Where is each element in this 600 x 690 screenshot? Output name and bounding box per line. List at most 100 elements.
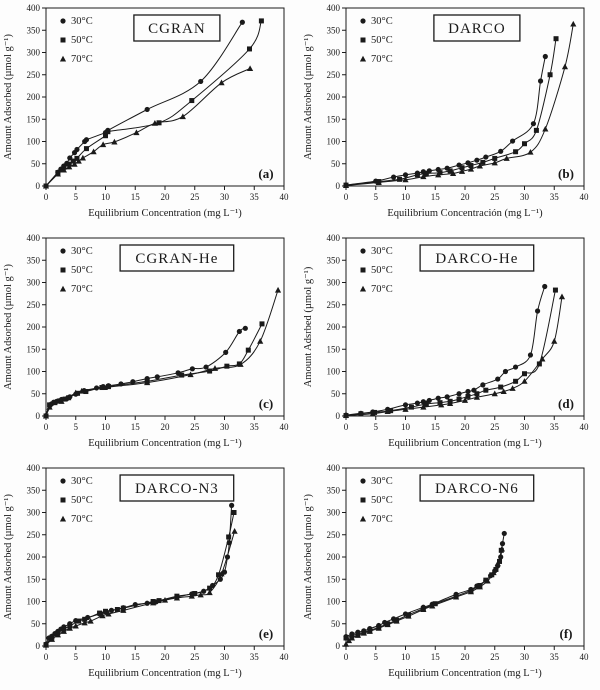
y-tick-label: 250	[327, 530, 341, 540]
y-tick-label: 250	[27, 300, 41, 310]
y-tick-label: 200	[27, 552, 41, 562]
panel-title: DARCO-N6	[435, 481, 519, 497]
legend-label-30°C: 30°C	[71, 16, 93, 27]
y-tick-label: 400	[327, 463, 341, 473]
y-tick-label: 400	[327, 3, 341, 13]
x-tick-label: 35	[550, 192, 560, 202]
x-tick-label: 10	[401, 652, 411, 662]
x-tick-label: 25	[190, 192, 200, 202]
x-tick-label: 40	[580, 192, 590, 202]
y-tick-label: 350	[27, 25, 41, 35]
series-curve-30°C	[45, 327, 246, 416]
x-tick-label: 40	[580, 422, 590, 432]
y-tick-label: 50	[331, 159, 341, 169]
y-axis-label: Amount Adsorbed (µmol g⁻¹)	[3, 264, 14, 390]
series-curve-50°C	[345, 550, 502, 639]
x-tick-label: 10	[401, 192, 411, 202]
legend-label-70°C: 70°C	[371, 514, 393, 525]
panel-letter: (c)	[259, 396, 273, 411]
y-tick-label: 150	[327, 114, 341, 124]
series-curve-70°C	[345, 23, 574, 187]
x-tick-label: 30	[520, 422, 530, 432]
legend-label-30°C: 30°C	[71, 246, 93, 257]
y-tick-label: 150	[27, 574, 41, 584]
chart-e: 0 5 10 15 20 25 30 35 40 0 50 100 150 200 250 300 350 400…	[0, 460, 300, 690]
x-tick-label: 25	[490, 192, 500, 202]
y-tick-label: 350	[27, 485, 41, 495]
chart-canvas-b: 0 5 10 15 20 25 30 35 40050100150200250300350400…	[303, 3, 590, 219]
x-tick-label: 30	[520, 652, 530, 662]
y-tick-label: 200	[27, 92, 41, 102]
y-tick-label: 150	[27, 344, 41, 354]
series-curve-50°C	[345, 38, 557, 186]
x-tick-label: 20	[461, 192, 471, 202]
chart-f: 0 5 10 15 20 25 30 35 40 0 50 100 150 200 250 300 350 400…	[300, 460, 600, 690]
x-tick-label: 40	[580, 652, 590, 662]
x-tick-label: 15	[131, 192, 141, 202]
y-axis-label: Amount Adsorbed (µmol g⁻¹)	[303, 494, 314, 620]
y-tick-label: 0	[336, 641, 341, 651]
y-tick-label: 300	[327, 48, 341, 58]
legend-label-30°C: 30°C	[371, 16, 393, 27]
panel-c: 0 5 10 15 20 25 30 35 40 0 50 100 150 200 250 300 350 400…	[0, 230, 300, 460]
panel-letter: (b)	[558, 166, 574, 181]
x-tick-label: 20	[461, 652, 471, 662]
x-tick-label: 15	[131, 422, 141, 432]
y-tick-label: 0	[336, 411, 341, 421]
x-tick-label: 35	[550, 652, 560, 662]
x-tick-label: 10	[401, 422, 411, 432]
x-tick-label: 25	[490, 422, 500, 432]
y-tick-label: 50	[331, 389, 341, 399]
panel-a: 0 5 10 15 20 25 30 35 40 0 50 100 150 200 250 300 350 400…	[0, 0, 300, 230]
y-tick-label: 50	[31, 159, 41, 169]
y-tick-label: 300	[27, 278, 41, 288]
y-tick-label: 200	[327, 552, 341, 562]
y-tick-label: 100	[327, 137, 341, 147]
x-tick-label: 10	[101, 192, 111, 202]
y-tick-label: 250	[327, 70, 341, 80]
title-box	[433, 14, 521, 42]
x-tick-label: 0	[344, 192, 349, 202]
legend-label-70°C: 70°C	[71, 514, 93, 525]
y-tick-label: 150	[27, 114, 41, 124]
x-tick-label: 20	[161, 422, 171, 432]
y-tick-label: 300	[27, 508, 41, 518]
legend-label-30°C: 30°C	[71, 476, 93, 487]
legend-label-50°C: 50°C	[71, 265, 93, 276]
legend-label-70°C: 70°C	[371, 54, 393, 65]
x-tick-label: 25	[190, 422, 200, 432]
legend-label-50°C: 50°C	[71, 35, 93, 46]
series-curve-70°C	[345, 296, 563, 417]
x-tick-label: 20	[461, 422, 471, 432]
y-tick-label: 50	[31, 619, 41, 629]
x-tick-label: 40	[280, 652, 290, 662]
y-tick-label: 100	[327, 367, 341, 377]
y-tick-label: 200	[27, 322, 41, 332]
panel-title: CGRAN-He	[135, 251, 218, 267]
y-tick-label: 350	[327, 485, 341, 495]
series-curve-50°C	[45, 323, 263, 417]
y-tick-label: 200	[327, 92, 341, 102]
legend-label-30°C: 30°C	[371, 246, 393, 257]
y-tick-label: 400	[27, 233, 41, 243]
chart-d: 0 5 10 15 20 25 30 35 40 0 50 100 150 200 250 300 350 400…	[300, 230, 600, 460]
y-tick-label: 300	[327, 278, 341, 288]
y-axis-label: Amount Adsrbed (µmol g⁻¹)	[303, 266, 314, 387]
panel-b: 0 5 10 15 20 25 30 35 40 0 50 100 150 200 250 300 350 400…	[300, 0, 600, 230]
legend-label-50°C: 50°C	[371, 35, 393, 46]
x-tick-label: 5	[374, 652, 379, 662]
x-tick-label: 15	[131, 652, 141, 662]
x-tick-label: 35	[250, 652, 260, 662]
y-tick-label: 300	[27, 48, 41, 58]
x-tick-label: 15	[431, 422, 441, 432]
panel-e: 0 5 10 15 20 25 30 35 40 0 50 100 150 200 250 300 350 400…	[0, 460, 300, 690]
x-tick-label: 40	[280, 192, 290, 202]
x-tick-label: 15	[431, 652, 441, 662]
panel-title: DARCO-N3	[135, 481, 219, 497]
x-tick-label: 10	[101, 422, 111, 432]
y-axis-label: Amount Adsorbed (µmol g⁻¹)	[3, 34, 14, 160]
y-tick-label: 50	[331, 619, 341, 629]
chart-canvas-e: 0 5 10 15 20 25 30 35 40050100150200250300350400…	[3, 463, 290, 679]
series-curve-50°C	[45, 512, 235, 645]
